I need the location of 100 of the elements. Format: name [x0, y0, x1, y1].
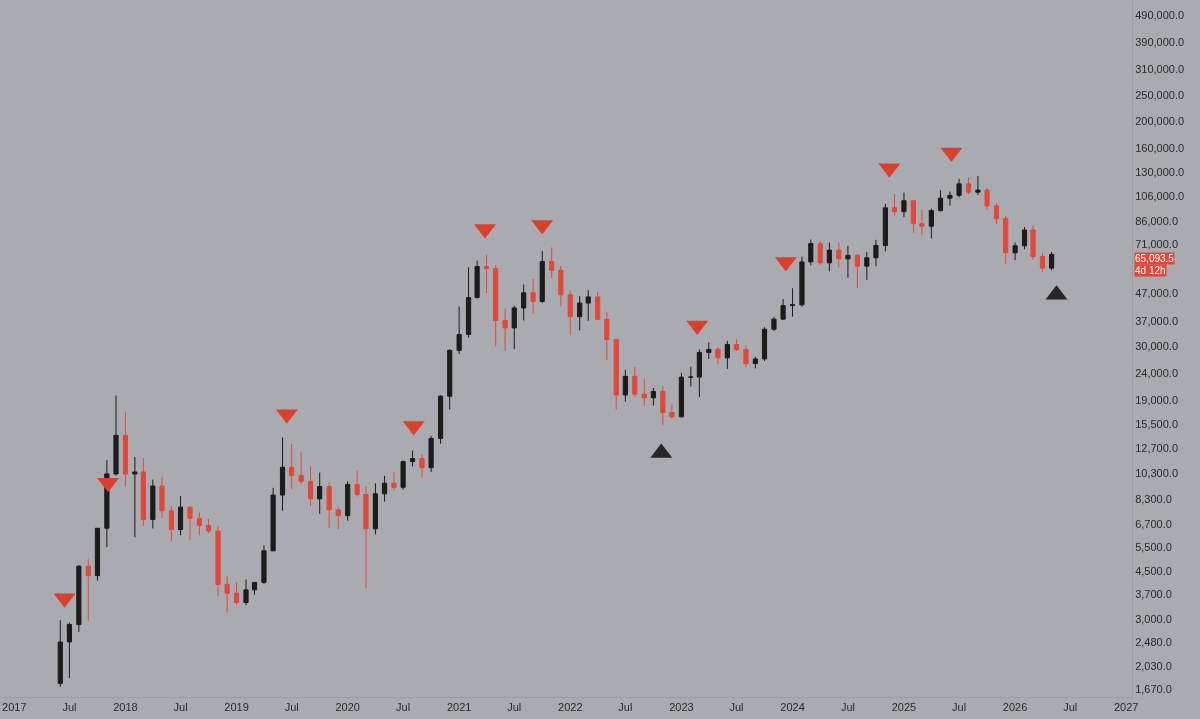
x-tick-label: Jul [1063, 701, 1078, 714]
candlestick [372, 482, 378, 535]
candlestick [326, 482, 332, 529]
candlestick [456, 306, 462, 355]
y-tick-label: 5,500.0 [1135, 541, 1172, 554]
candlestick [771, 316, 777, 332]
candlestick [743, 345, 749, 368]
y-tick-label: 3,700.0 [1135, 588, 1172, 601]
candlestick [706, 341, 712, 360]
candlestick [177, 495, 184, 536]
candlestick [511, 305, 517, 350]
candlestick [391, 471, 397, 491]
candlestick [919, 209, 925, 236]
candlestick [539, 250, 545, 304]
y-tick-label: 2,480.0 [1135, 635, 1172, 648]
y-tick-label: 3,000.0 [1135, 613, 1172, 626]
candlestick [789, 287, 796, 318]
candlestick [761, 326, 768, 362]
candlestick [298, 451, 304, 485]
x-tick-label: Jul [618, 701, 633, 714]
candlestick [696, 349, 702, 398]
candlestick [113, 395, 119, 476]
y-tick-label: 130,000.0 [1135, 166, 1185, 179]
y-tick-label: 200,000.0 [1135, 115, 1185, 128]
x-tick-label: Jul [507, 701, 522, 714]
candlestick [94, 527, 101, 582]
candlestick [632, 366, 638, 398]
candlestick [447, 348, 453, 411]
candlestick [233, 581, 240, 606]
candlestick [168, 506, 174, 542]
candlestick [845, 245, 851, 279]
candlestick [678, 372, 684, 418]
candlestick [196, 511, 203, 536]
text: 4d 12h [1135, 265, 1166, 276]
candlestick [243, 579, 249, 606]
y-tick-label: 71,000.0 [1135, 237, 1179, 250]
candlestick [57, 619, 63, 688]
candlestick [335, 506, 341, 530]
candlestick [289, 443, 295, 490]
candlestick [558, 265, 564, 307]
y-tick-label: 2,030.0 [1135, 659, 1172, 672]
candlestick [354, 470, 360, 498]
y-tick-label: 12,700.0 [1135, 442, 1179, 455]
x-tick-label: 2022 [558, 701, 583, 714]
candlestick [604, 311, 610, 361]
candlestick [910, 199, 916, 234]
x-tick-label: Jul [840, 701, 855, 714]
candlestick [984, 187, 990, 211]
y-tick-label: 86,000.0 [1135, 215, 1179, 228]
candlestick [502, 307, 508, 352]
candlestick [122, 411, 129, 488]
y-tick-label: 1,670.0 [1135, 682, 1172, 695]
x-tick-label: 2025 [891, 701, 917, 714]
candlestick [270, 487, 276, 552]
candlestick [975, 175, 981, 196]
candlestick [279, 437, 286, 512]
candlestick [585, 289, 591, 322]
candlestick [715, 346, 721, 365]
candlestick [1012, 241, 1018, 261]
x-tick-label: 2027 [1113, 701, 1139, 714]
text: 65,093.5 [1135, 253, 1175, 264]
x-tick-label: Jul [396, 701, 411, 714]
x-tick-label: 2018 [113, 701, 138, 714]
candlestick [595, 291, 601, 321]
x-tick-label: Jul [729, 701, 744, 714]
candlestick [826, 241, 832, 272]
candlestick [688, 366, 694, 388]
candlestick [409, 449, 416, 467]
candlestick [521, 284, 527, 321]
y-tick-label: 8,300.0 [1135, 492, 1172, 505]
candlestick [956, 178, 962, 198]
candlestick [928, 208, 934, 239]
x-tick-label: 2023 [669, 701, 694, 714]
y-tick-label: 19,000.0 [1135, 394, 1179, 407]
candlestick [159, 476, 165, 519]
candlestick [947, 191, 953, 207]
candlestick [1049, 251, 1055, 271]
candlestick [669, 403, 675, 420]
candlestick [85, 558, 91, 622]
candlestick [854, 253, 860, 289]
candlestick [549, 247, 555, 279]
candlestick [622, 369, 628, 403]
candlestick [307, 465, 314, 507]
y-tick-label: 160,000.0 [1135, 141, 1185, 154]
y-tick-label: 47,000.0 [1135, 286, 1179, 299]
candlestick [363, 486, 369, 589]
candlestick [641, 378, 647, 407]
candlestick [891, 193, 898, 216]
candlestick [937, 189, 944, 213]
y-tick-label: 310,000.0 [1135, 63, 1185, 76]
candlestick [381, 475, 388, 503]
x-tick-label: Jul [173, 701, 188, 714]
x-tick-label: 2024 [780, 701, 805, 714]
candlestick [864, 251, 870, 281]
candlestick [1003, 215, 1009, 265]
candlestick [215, 525, 221, 597]
candlestick [1021, 226, 1028, 250]
candlestick [493, 264, 499, 347]
candlestick [724, 340, 730, 370]
x-tick-label: 2020 [335, 701, 360, 714]
